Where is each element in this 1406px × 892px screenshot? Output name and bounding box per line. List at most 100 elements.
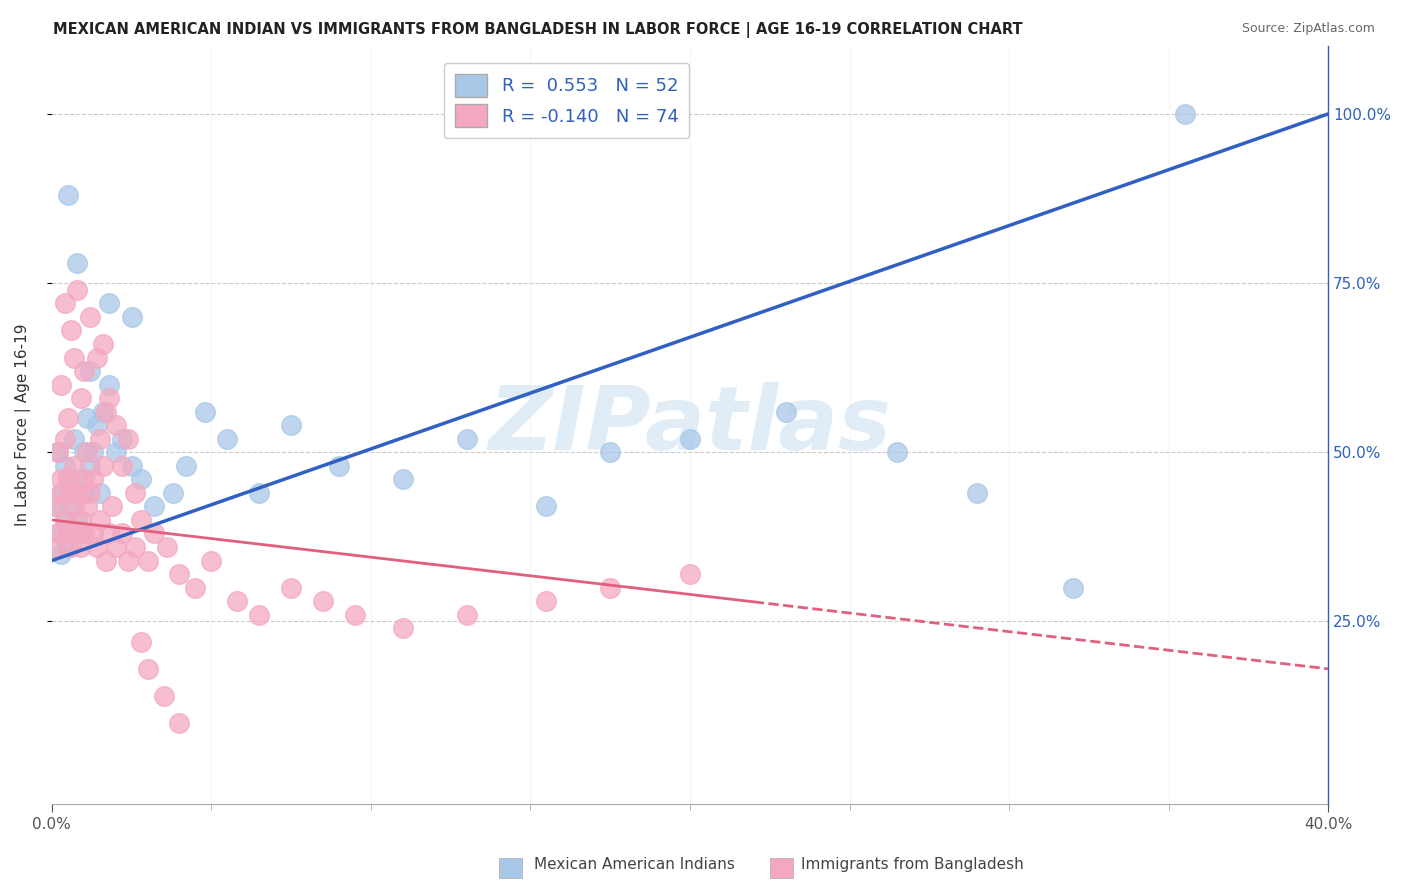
Point [129, 472, 152, 486]
Point [56, 472, 79, 486]
Point [66, 256, 89, 270]
Point [91, 337, 114, 351]
Point [86, 418, 108, 433]
Point [129, 513, 152, 527]
Point [51, 472, 73, 486]
Point [111, 526, 134, 541]
Point [63, 486, 86, 500]
Point [94, 553, 117, 567]
Point [200, 553, 222, 567]
Point [76, 500, 98, 514]
Point [599, 581, 621, 595]
Point [1173, 107, 1195, 121]
Point [98, 391, 121, 405]
Point [69, 540, 91, 554]
Point [51, 486, 73, 500]
Point [169, 716, 191, 731]
Point [63, 500, 86, 514]
Point [73, 445, 96, 459]
Point [117, 432, 139, 446]
Point [111, 458, 134, 473]
Point [136, 662, 159, 676]
Point [69, 513, 91, 527]
Point [86, 540, 108, 554]
Point [91, 405, 114, 419]
Point [98, 377, 121, 392]
Text: ZIPatlas: ZIPatlas [488, 382, 891, 468]
Point [599, 445, 621, 459]
Point [69, 526, 91, 541]
Point [169, 567, 191, 582]
Point [152, 689, 174, 703]
Point [79, 310, 101, 324]
Point [343, 607, 366, 622]
Point [79, 458, 101, 473]
Point [247, 486, 270, 500]
Point [69, 391, 91, 405]
Point [142, 500, 165, 514]
Point [51, 547, 73, 561]
Point [101, 500, 124, 514]
Point [56, 472, 79, 486]
Point [1062, 581, 1084, 595]
Point [44, 540, 66, 554]
Point [76, 445, 98, 459]
Point [111, 432, 134, 446]
Point [280, 581, 302, 595]
Point [56, 411, 79, 425]
Point [59, 500, 82, 514]
Point [536, 594, 558, 608]
Point [89, 486, 111, 500]
Point [59, 323, 82, 337]
Point [56, 188, 79, 202]
Point [76, 411, 98, 425]
Point [63, 432, 86, 446]
Point [73, 486, 96, 500]
Point [886, 445, 908, 459]
Point [184, 581, 207, 595]
Point [59, 486, 82, 500]
Point [121, 310, 143, 324]
Point [46, 445, 69, 459]
Point [117, 553, 139, 567]
Point [98, 296, 121, 310]
Point [44, 500, 66, 514]
Legend: R =  0.553   N = 52, R = -0.140   N = 74: R = 0.553 N = 52, R = -0.140 N = 74 [444, 62, 689, 138]
Point [53, 432, 76, 446]
Point [124, 540, 146, 554]
Point [66, 513, 89, 527]
Point [66, 283, 89, 297]
Point [73, 472, 96, 486]
Point [79, 364, 101, 378]
Point [46, 526, 69, 541]
Point [51, 377, 73, 392]
Point [280, 418, 302, 433]
Point [53, 513, 76, 527]
Point [59, 540, 82, 554]
Point [391, 621, 413, 635]
Point [53, 513, 76, 527]
Point [66, 526, 89, 541]
Point [46, 445, 69, 459]
Point [89, 513, 111, 527]
Point [312, 594, 335, 608]
Point [156, 540, 179, 554]
Point [91, 458, 114, 473]
Text: Source: ZipAtlas.com: Source: ZipAtlas.com [1241, 22, 1375, 36]
Point [86, 351, 108, 365]
Point [56, 526, 79, 541]
Point [82, 445, 104, 459]
Point [129, 634, 152, 648]
Point [73, 526, 96, 541]
Point [121, 458, 143, 473]
Text: Mexican American Indians: Mexican American Indians [534, 857, 735, 872]
Point [456, 607, 478, 622]
Point [456, 432, 478, 446]
Point [104, 445, 127, 459]
Point [73, 364, 96, 378]
Point [82, 526, 104, 541]
Point [328, 458, 350, 473]
Point [79, 486, 101, 500]
Point [679, 567, 702, 582]
Point [98, 526, 121, 541]
